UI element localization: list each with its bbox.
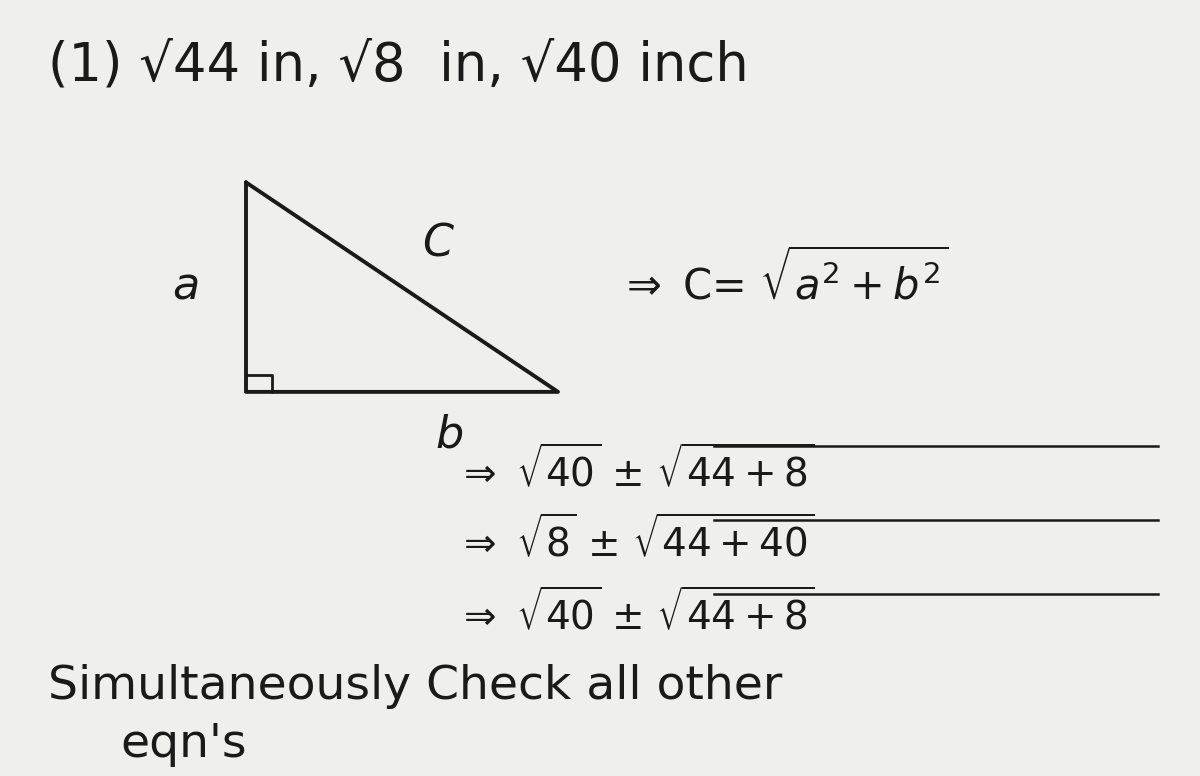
Text: a: a [173, 265, 199, 309]
Text: b: b [436, 413, 464, 456]
Text: $\Rightarrow$ $\sqrt{40}$ $\pm$ $\sqrt{44+8}$: $\Rightarrow$ $\sqrt{40}$ $\pm$ $\sqrt{4… [456, 588, 815, 638]
Text: $\Rightarrow$ C= $\sqrt{a^2+b^2}$: $\Rightarrow$ C= $\sqrt{a^2+b^2}$ [618, 250, 949, 309]
Text: $\Rightarrow$ $\sqrt{8}$ $\pm$ $\sqrt{44+40}$: $\Rightarrow$ $\sqrt{8}$ $\pm$ $\sqrt{44… [456, 514, 815, 564]
Text: (1) √44 in, √8  in, √40 inch: (1) √44 in, √8 in, √40 inch [48, 40, 749, 92]
Text: $\Rightarrow$ $\sqrt{40}$ $\pm$ $\sqrt{44+8}$: $\Rightarrow$ $\sqrt{40}$ $\pm$ $\sqrt{4… [456, 445, 815, 494]
Text: eqn's: eqn's [120, 722, 246, 767]
Text: C: C [422, 223, 454, 266]
Text: Simultaneously Check all other: Simultaneously Check all other [48, 664, 782, 709]
